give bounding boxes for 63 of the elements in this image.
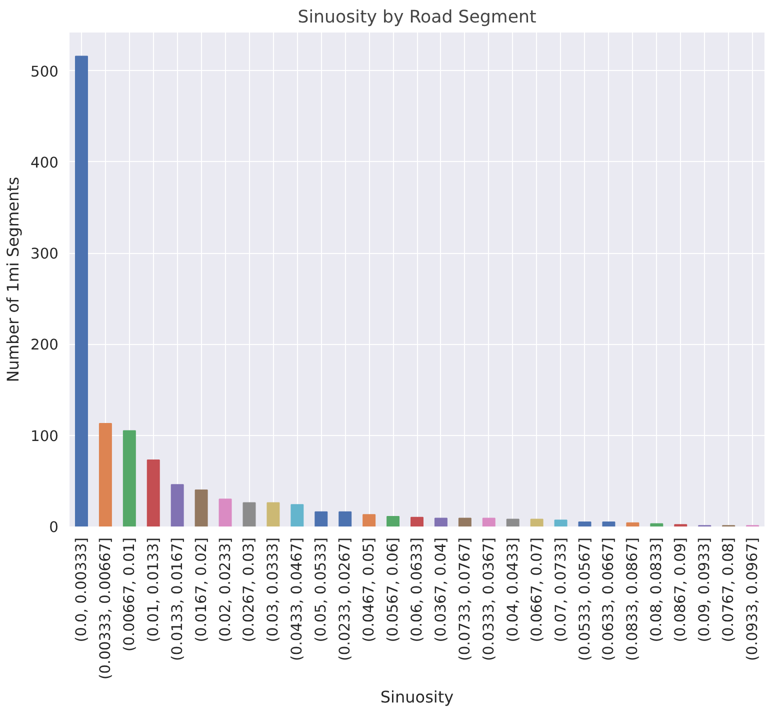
bar xyxy=(242,502,256,526)
bar xyxy=(530,518,544,526)
x-tick-label: (0.0667, 0.07] xyxy=(528,537,546,642)
bar xyxy=(74,56,88,526)
bar xyxy=(458,518,472,526)
x-tick-label: (0.0333, 0.0367] xyxy=(480,537,498,661)
x-tick-label: (0.06, 0.0633] xyxy=(408,537,426,642)
bar xyxy=(434,518,448,526)
bar xyxy=(338,511,352,526)
x-tick-label: (0.0367, 0.04] xyxy=(432,537,450,642)
bar xyxy=(170,484,184,526)
bar xyxy=(314,511,328,526)
bar xyxy=(554,520,568,526)
bar xyxy=(266,502,280,526)
x-tick-label: (0.0833, 0.0867] xyxy=(624,537,642,661)
x-tick-label: (0.0933, 0.0967] xyxy=(744,537,762,661)
bar xyxy=(146,459,160,526)
bar xyxy=(290,504,304,526)
bar xyxy=(410,516,424,526)
x-axis-title: Sinuosity xyxy=(380,687,454,706)
y-tick-label: 400 xyxy=(30,154,59,172)
x-tick-label: (0.0567, 0.06] xyxy=(384,537,402,642)
y-tick-label: 0 xyxy=(49,519,59,536)
x-tick-label: (0.03, 0.0333] xyxy=(264,537,282,642)
x-tick-label: (0.0533, 0.0567] xyxy=(576,537,594,661)
bar xyxy=(362,514,376,526)
x-tick-label: (0.0233, 0.0267] xyxy=(336,537,354,661)
y-tick-label: 500 xyxy=(30,63,59,80)
bar xyxy=(482,518,496,526)
x-tick-label: (0.08, 0.0833] xyxy=(648,537,666,642)
bar xyxy=(122,430,136,526)
y-axis-title: Number of 1mi Segments xyxy=(4,176,23,382)
bar xyxy=(98,423,112,526)
bar xyxy=(602,521,616,526)
chart-title: Sinuosity by Road Segment xyxy=(298,8,536,28)
x-tick-label: (0.05, 0.0533] xyxy=(312,537,330,642)
x-tick-label: (0.0733, 0.0767] xyxy=(456,537,474,661)
x-tick-label: (0.02, 0.0233] xyxy=(216,537,234,642)
x-tick-label: (0.0633, 0.0667] xyxy=(600,537,618,661)
bar xyxy=(218,498,232,526)
x-tick-label: (0.0, 0.00333] xyxy=(72,537,90,642)
x-tick-label: (0.07, 0.0733] xyxy=(552,537,570,642)
x-tick-label: (0.0467, 0.05] xyxy=(360,537,378,642)
x-tick-label: (0.0133, 0.0167] xyxy=(168,537,186,661)
x-tick-label: (0.0167, 0.02] xyxy=(192,537,210,642)
x-tick-label: (0.01, 0.0133] xyxy=(144,537,162,642)
y-tick-label: 300 xyxy=(30,246,59,263)
x-tick-label: (0.0867, 0.09] xyxy=(672,537,690,642)
x-tick-label: (0.00333, 0.00667] xyxy=(96,538,114,680)
bar xyxy=(626,522,640,526)
y-tick-label: 200 xyxy=(30,336,59,354)
y-tick-label: 100 xyxy=(30,428,59,445)
x-tick-label: (0.0767, 0.08] xyxy=(720,537,738,642)
bar xyxy=(578,521,592,526)
x-tick-label: (0.00667, 0.01] xyxy=(120,537,138,652)
bar xyxy=(650,523,664,526)
bar xyxy=(194,490,208,526)
bar xyxy=(506,518,520,526)
x-tick-label: (0.04, 0.0433] xyxy=(504,537,522,642)
x-tick-label: (0.0267, 0.03] xyxy=(240,537,258,642)
x-tick-label: (0.0433, 0.0467] xyxy=(288,537,306,661)
bar xyxy=(386,516,400,526)
x-tick-label: (0.09, 0.0933] xyxy=(696,537,714,642)
